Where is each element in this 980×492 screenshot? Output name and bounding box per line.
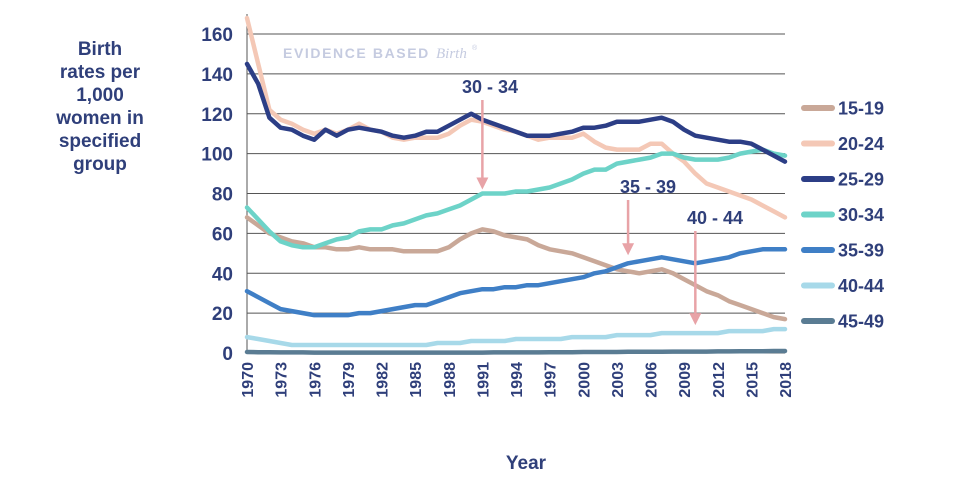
legend-label: 30-34 — [838, 205, 884, 225]
series-line-15-19 — [244, 215, 788, 322]
legend-label: 40-44 — [838, 276, 884, 296]
x-tick-label: 1979 — [341, 362, 358, 398]
x-axis-label: Year — [506, 453, 547, 474]
x-tick-label: 1991 — [475, 362, 492, 398]
watermark-script: Birth — [436, 46, 467, 62]
legend-label: 25-29 — [838, 170, 884, 190]
watermark-text: EVIDENCE BASED — [283, 45, 430, 61]
x-tick-label: 1976 — [307, 362, 324, 398]
watermark-mark: ® — [472, 44, 478, 52]
legend-label: 15-19 — [838, 99, 884, 119]
series-line-30-34 — [244, 147, 788, 250]
series-line-40-44 — [244, 326, 788, 348]
x-tick-label: 2012 — [711, 362, 728, 398]
y-axis-label-line: group — [73, 154, 127, 175]
y-tick-label: 80 — [212, 185, 233, 206]
annotations: 30 - 34 35 - 39 40 - 44 — [462, 77, 743, 326]
x-tick-label: 1970 — [240, 362, 257, 398]
y-axis-label-line: rates per — [59, 62, 141, 83]
x-tick-label: 2015 — [744, 362, 761, 398]
x-tick-label: 2003 — [610, 362, 627, 398]
x-tick-label: 2006 — [644, 362, 661, 398]
annotation-label: 40 - 44 — [687, 208, 743, 228]
x-tick-label: 1997 — [543, 362, 560, 398]
watermark: EVIDENCE BASED Birth ® — [283, 44, 478, 62]
legend: 15-19 20-24 25-29 30-34 35-39 40-44 45-49 — [801, 99, 884, 332]
y-axis-label-line: 1,000 — [76, 85, 124, 106]
annotation-arrow-head — [476, 177, 489, 190]
y-tick-label: 100 — [201, 145, 233, 166]
y-tick-label: 120 — [201, 105, 233, 126]
legend-label: 45-49 — [838, 312, 884, 332]
legend-label: 20-24 — [838, 134, 884, 154]
y-axis-label-line: Birth — [77, 39, 123, 60]
y-tick-label: 140 — [201, 65, 233, 86]
x-tick-label: 1988 — [442, 362, 459, 398]
x-tick-label: 1985 — [408, 362, 425, 398]
series-line-45-49 — [244, 348, 788, 355]
y-tick-label: 60 — [212, 224, 233, 245]
x-tick-labels: 1970 1973 1976 1979 1982 1985 1988 1991 1994 1997… — [240, 362, 795, 398]
x-tick-label: 1973 — [274, 362, 291, 398]
y-axis-label-line: specified — [58, 131, 142, 152]
y-axis-label-line: women in — [56, 108, 144, 129]
y-tick-label: 40 — [212, 264, 233, 285]
x-tick-label: 1994 — [509, 362, 526, 398]
series-line-35-39 — [244, 247, 788, 318]
annotation-arrow-head — [689, 313, 702, 326]
x-tick-label: 1982 — [375, 362, 392, 398]
series-line-25-29 — [244, 61, 788, 164]
y-tick-labels: 0 20 40 60 80 100 120 140 160 — [201, 25, 233, 365]
x-tick-label: 2018 — [778, 362, 795, 398]
series-lines — [244, 15, 788, 355]
annotation-label: 30 - 34 — [462, 77, 518, 97]
y-tick-label: 20 — [212, 304, 233, 325]
x-tick-label: 2000 — [576, 362, 593, 398]
legend-label: 35-39 — [838, 241, 884, 261]
y-tick-label: 0 — [222, 344, 233, 365]
x-tick-label: 2009 — [677, 362, 694, 398]
annotation-arrow-head — [622, 243, 635, 256]
annotation-label: 35 - 39 — [620, 177, 676, 197]
y-axis-label: Birth rates per 1,000 women in specified… — [20, 38, 180, 176]
y-tick-label: 160 — [201, 25, 233, 46]
